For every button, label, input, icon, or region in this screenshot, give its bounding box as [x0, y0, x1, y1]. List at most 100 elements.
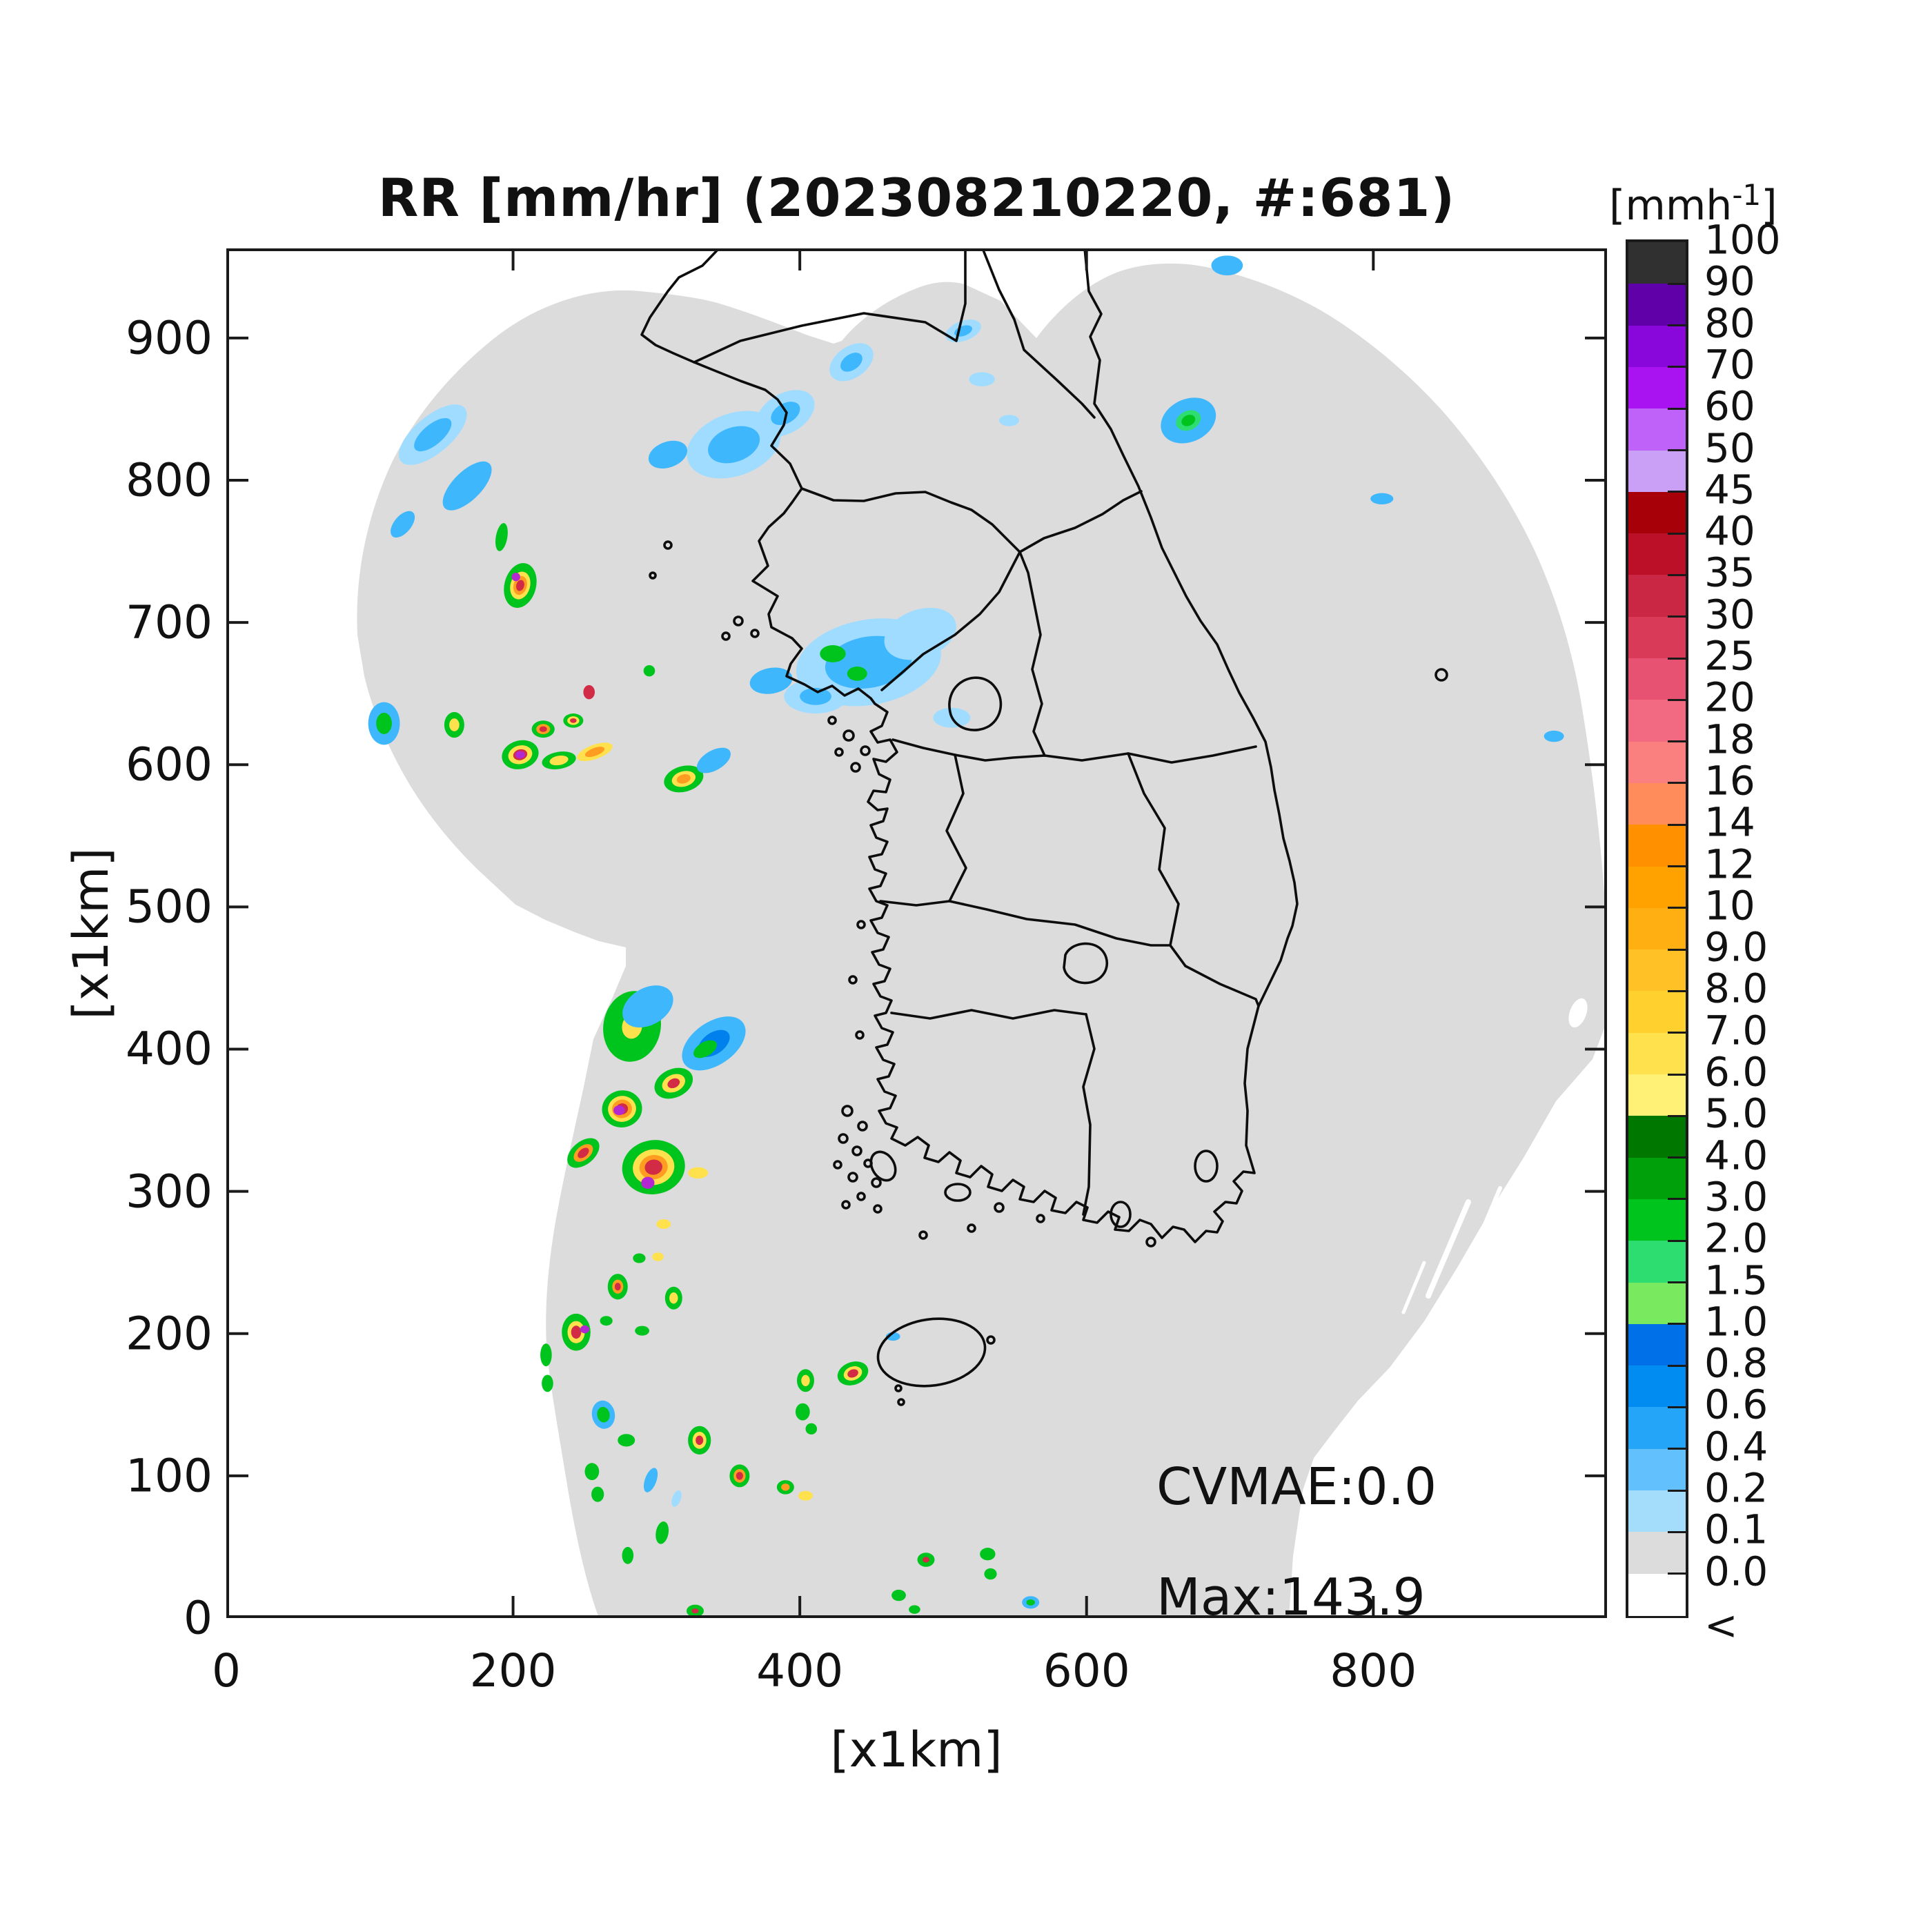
colorbar-level-label: 0.8 [1704, 1339, 1768, 1387]
precip-cell [749, 667, 793, 694]
colorbar-tick [1668, 1530, 1686, 1533]
precip-cell [600, 1316, 613, 1326]
colorbar-tick [1668, 1032, 1686, 1034]
colorbar-level-label: 8.0 [1704, 965, 1768, 1013]
colorbar-level-label: 1.5 [1704, 1256, 1768, 1304]
annotation-cvmae: CVMAE:0.0 [1156, 1457, 1437, 1517]
precip-cell [654, 1067, 693, 1099]
colorbar-segment [1628, 1074, 1686, 1117]
colorbar-level-label: 50 [1704, 424, 1755, 472]
colorbar-tick [1668, 907, 1686, 909]
colorbar-tick [1668, 1489, 1686, 1492]
precip-cell [580, 1325, 590, 1334]
precip-cell [664, 1286, 682, 1310]
colorbar-level-label: 60 [1704, 382, 1755, 430]
precip-cell [562, 1313, 591, 1351]
colorbar-tick [1668, 1448, 1686, 1450]
coverage-gap-streaks [1401, 1179, 1528, 1314]
colorbar-level-label: 45 [1704, 466, 1755, 513]
chungnam-chungbuk-border [945, 753, 967, 903]
precip-cell [583, 684, 595, 700]
precip-cell [693, 1040, 718, 1058]
precip-cell [442, 461, 492, 511]
precip-cell [368, 702, 400, 745]
precip-cell [540, 1343, 552, 1367]
colorbar-tick [1668, 1114, 1686, 1117]
precip-cell [398, 404, 467, 465]
precip-cell [796, 1369, 814, 1392]
precip-cell [391, 511, 415, 538]
colorbar-level-label: 20 [1704, 673, 1755, 721]
x-tick-label: 200 [469, 1644, 557, 1697]
precip-cell [511, 572, 520, 582]
colorbar-tick [1668, 989, 1686, 992]
annotation-max: Max:143.9 [1156, 1568, 1426, 1627]
colorbar-segment [1628, 1490, 1686, 1533]
precip-cell [444, 711, 464, 738]
precip-cell [837, 1361, 869, 1386]
plot-border [226, 248, 1607, 1618]
ulleungdo-island [1435, 668, 1448, 682]
y-tick-label: 100 [126, 1449, 213, 1503]
gyeonggi-south-border [891, 738, 1046, 762]
precip-cell [688, 1426, 711, 1455]
y-tick-label: 900 [126, 311, 213, 365]
colorbar-level-label: 18 [1704, 716, 1755, 763]
colorbar-level-label: 1.0 [1704, 1298, 1768, 1346]
precip-cell [1161, 397, 1216, 444]
precip-cell [847, 667, 867, 681]
precipitation-echoes [368, 255, 1564, 1617]
colorbar-tick [1668, 1364, 1686, 1367]
precip-cell [688, 1167, 709, 1179]
colorbar-segment [1628, 1282, 1686, 1325]
daegu-boundary-loop [1063, 942, 1108, 985]
precip-cell [531, 720, 555, 738]
precip-cell [820, 645, 846, 662]
colorbar-segment [1628, 1116, 1686, 1159]
colorbar-segment [1628, 782, 1686, 826]
gangwon-south-border [1043, 745, 1257, 764]
colorbar-tick [1668, 782, 1686, 785]
precip-cell [622, 985, 673, 1028]
precip-cell [591, 1486, 604, 1502]
colorbar-tick [1668, 948, 1686, 951]
colorbar-level-label: 0.2 [1704, 1464, 1768, 1512]
colorbar-level-label: 7.0 [1704, 1007, 1768, 1054]
x-tick-label: 0 [212, 1644, 241, 1697]
colorbar-level-label: 0.1 [1704, 1506, 1768, 1554]
colorbar-tick [1668, 407, 1686, 410]
colorbar-level-label: 90 [1704, 257, 1755, 305]
precip-cell [656, 1219, 671, 1230]
precip-cell [622, 1546, 634, 1564]
colorbar-level-label: 0.4 [1704, 1423, 1768, 1470]
colorbar-segment [1628, 1157, 1686, 1200]
nk-border-east [981, 248, 1096, 419]
colorbar-segment [1628, 1532, 1686, 1575]
y-tick-label: 500 [126, 880, 213, 934]
precip-cell [567, 1138, 600, 1168]
colorbar-level-label: 25 [1704, 632, 1755, 680]
colorbar-level-label: 5.0 [1704, 1090, 1768, 1137]
precip-cell [1211, 255, 1243, 276]
colorbar-level-label: < [1704, 1601, 1738, 1649]
precip-cell [984, 1568, 997, 1580]
precip-cell [795, 1403, 810, 1421]
colorbar-segment [1628, 491, 1686, 534]
colorbar-segment [1628, 366, 1686, 409]
colorbar-segment [1628, 1366, 1686, 1408]
precip-cell [798, 1490, 813, 1501]
y-tick-label: 600 [126, 738, 213, 791]
colorbar-tick [1668, 615, 1686, 618]
colorbar-tick [1668, 1073, 1686, 1076]
precip-cell [584, 1463, 600, 1481]
axis-ticks [226, 250, 1606, 1618]
precip-cell [635, 1325, 649, 1336]
precip-cell [1370, 493, 1394, 504]
colorbar-level-label: 2.0 [1704, 1214, 1768, 1262]
colorbar-level-label: 4.0 [1704, 1132, 1768, 1179]
colorbar-unit-label: [mmh-1] [1609, 178, 1777, 230]
colorbar-tick [1668, 823, 1686, 826]
x-tick-label: 400 [756, 1644, 844, 1697]
colorbar-segment [1628, 866, 1686, 909]
